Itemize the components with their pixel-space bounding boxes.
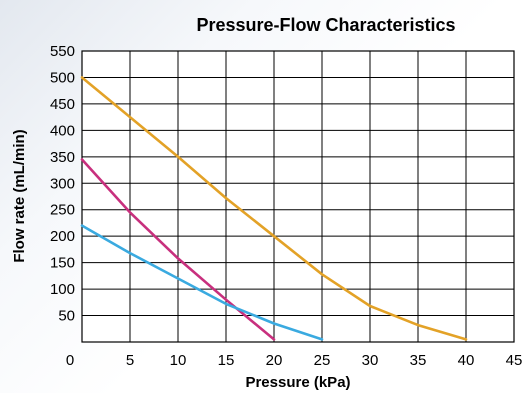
x-tick-labels: 0 5 10 15 20 25 30 35 40 45 bbox=[66, 352, 523, 369]
y-tick-label: 500 bbox=[50, 69, 75, 86]
series-layer bbox=[80, 76, 468, 341]
y-tick-label: 550 bbox=[50, 43, 75, 60]
chart-title: Pressure-Flow Characteristics bbox=[196, 15, 455, 35]
y-tick-label: 300 bbox=[50, 175, 75, 192]
y-tick-label: 50 bbox=[58, 308, 75, 325]
y-tick-labels: 50 100 150 200 250 300 350 400 450 500 550 bbox=[50, 43, 75, 325]
x-tick-label: 35 bbox=[410, 352, 427, 369]
series-line-1 bbox=[80, 76, 468, 341]
x-tick-label: 10 bbox=[170, 352, 187, 369]
x-tick-label: 0 bbox=[66, 352, 74, 369]
series-line-3 bbox=[80, 224, 324, 341]
y-tick-label: 450 bbox=[50, 96, 75, 113]
y-tick-label: 350 bbox=[50, 149, 75, 166]
y-tick-label: 100 bbox=[50, 281, 75, 298]
x-tick-label: 40 bbox=[458, 352, 475, 369]
plot-area bbox=[81, 50, 515, 343]
series-line-2 bbox=[80, 158, 276, 341]
x-axis-label: Pressure (kPa) bbox=[245, 374, 350, 391]
y-axis-label: Flow rate (mL/min) bbox=[11, 129, 28, 262]
y-tick-label: 150 bbox=[50, 255, 75, 272]
x-tick-label: 15 bbox=[218, 352, 235, 369]
x-tick-label: 30 bbox=[362, 352, 379, 369]
y-tick-label: 200 bbox=[50, 228, 75, 245]
x-tick-label: 25 bbox=[314, 352, 331, 369]
x-tick-label: 5 bbox=[126, 352, 134, 369]
x-tick-label: 20 bbox=[266, 352, 283, 369]
x-tick-label: 45 bbox=[506, 352, 523, 369]
y-tick-label: 400 bbox=[50, 122, 75, 139]
y-tick-label: 250 bbox=[50, 202, 75, 219]
